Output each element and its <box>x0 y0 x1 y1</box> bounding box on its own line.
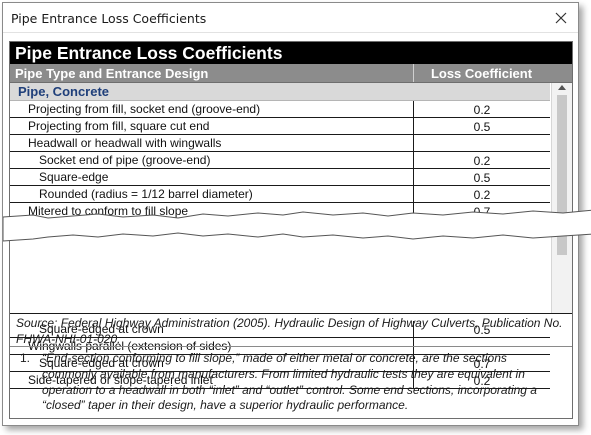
scroll-up-arrow-icon[interactable] <box>558 85 566 90</box>
coefficient-table: Pipe, Concrete Projecting from fill, soc… <box>10 83 550 389</box>
row-label: Mitered to conform to fill slope <box>10 203 414 219</box>
table-row: Projecting from fill, square cut end 0.5 <box>10 118 550 135</box>
close-button[interactable] <box>550 7 572 29</box>
table-title: Pipe Entrance Loss Coefficients <box>10 42 572 64</box>
group-header: Pipe, Concrete <box>10 83 550 101</box>
close-icon <box>555 12 567 24</box>
row-label: Square-edge <box>10 169 414 185</box>
row-value: 0.2 <box>473 103 491 117</box>
footnote: 1. “End-section conforming to fill slope… <box>10 348 572 418</box>
table-rows-top: Projecting from fill, socket end (groove… <box>10 101 550 220</box>
row-label: Headwall or headwall with wingwalls <box>10 135 414 151</box>
row-value: 0.5 <box>473 323 491 337</box>
footnote-number: 1. <box>20 351 31 365</box>
row-value: 0.2 <box>473 188 491 202</box>
table-row: Projecting from fill, socket end (groove… <box>10 101 550 118</box>
row-value: 0.5 <box>473 171 491 185</box>
table-row: Headwall or headwall with wingwalls <box>10 135 550 152</box>
row-label: Side-tapered or slope-tapered inlet <box>10 372 414 388</box>
report-content: Pipe Entrance Loss Coefficients Pipe Typ… <box>9 41 573 419</box>
row-value: 0.2 <box>473 374 491 388</box>
scroll-thumb[interactable] <box>557 95 567 255</box>
row-value: 0.2 <box>473 154 491 168</box>
row-value: 0.7 <box>473 357 491 371</box>
row-label: Socket end of pipe (groove-end) <box>10 152 414 168</box>
vertical-scrollbar[interactable] <box>551 83 572 313</box>
row-label: Square-edged at crown <box>10 355 414 371</box>
row-value: 0.7 <box>473 205 491 219</box>
row-value: 0.5 <box>473 120 491 134</box>
table-row: Square-edged at crown 0.7 <box>10 355 550 372</box>
row-label: Projecting from fill, square cut end <box>10 118 414 134</box>
row-label: Rounded (radius = 1/12 barrel diameter) <box>10 186 414 202</box>
table-row: Socket end of pipe (groove-end) 0.2 <box>10 152 550 169</box>
dialog-window: Pipe Entrance Loss Coefficients Pipe Ent… <box>2 2 591 426</box>
table-rows-bottom: Square-edged at crown 0.5 Wingwalls parall… <box>10 321 550 389</box>
table-row: Square-edged at crown 0.5 <box>10 321 550 338</box>
column-header-coefficient: Loss Coefficient <box>430 66 533 81</box>
table-row: Side-tapered or slope-tapered inlet 0.2 <box>10 372 550 389</box>
column-header-type: Pipe Type and Entrance Design <box>10 64 414 82</box>
row-label: Square-edged at crown <box>10 321 414 337</box>
table-row: Rounded (radius = 1/12 barrel diameter) 0… <box>10 186 550 203</box>
row-label: Projecting from fill, socket end (groove… <box>10 101 414 117</box>
footnote-text: “End-section conforming to fill slope,” … <box>42 351 537 413</box>
table-row: Mitered to conform to fill slope 0.7 <box>10 203 550 220</box>
source-citation: Source: Federal Highway Administration (… <box>10 313 572 347</box>
table-row: Square-edge 0.5 <box>10 169 550 186</box>
title-bar: Pipe Entrance Loss Coefficients <box>3 3 578 33</box>
column-headers: Pipe Type and Entrance Design Loss Coeff… <box>10 64 572 83</box>
window-title: Pipe Entrance Loss Coefficients <box>11 11 207 26</box>
row-value <box>414 135 550 151</box>
